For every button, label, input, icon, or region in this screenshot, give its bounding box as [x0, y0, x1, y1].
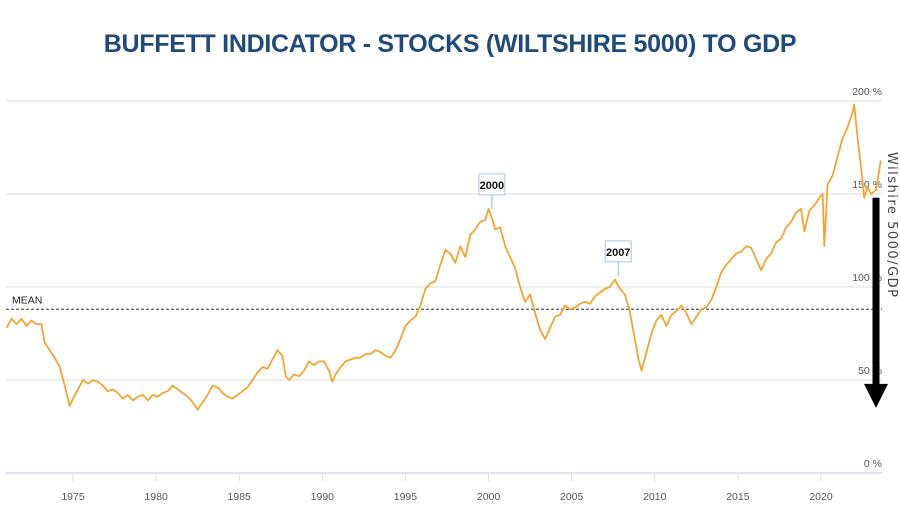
y-tick-label: 0 % [864, 458, 882, 470]
y-tick-label: 200 % [852, 86, 882, 98]
mean-label: MEAN [12, 294, 42, 306]
annotation-box [604, 240, 632, 263]
x-tick-label: 1985 [228, 491, 252, 503]
annotation: 2000 [478, 173, 506, 209]
annotation-box [478, 173, 506, 196]
annotation-label: 2000 [480, 180, 504, 192]
chart-title: BUFFETT INDICATOR - STOCKS (WILTSHIRE 50… [103, 30, 797, 58]
annotation-label: 2007 [606, 247, 630, 259]
y-axis-title: Wilshire 5000/GDP [884, 152, 899, 299]
x-axis: 1975 1980 1985 1990 1995 2000 2005 2010 2015 2020 [61, 473, 833, 503]
x-tick-label: 2020 [809, 491, 833, 503]
grid-lines [6, 100, 882, 474]
mean-line-group: MEAN [6, 294, 882, 310]
arrow-head [864, 383, 888, 408]
arrow-group [864, 197, 888, 408]
x-tick-label: 2000 [477, 491, 501, 503]
x-tick-label: 2015 [726, 491, 750, 503]
arrow-shaft [872, 197, 880, 386]
y-tick-label: 150 % [852, 179, 882, 191]
x-tick-label: 1995 [394, 491, 418, 503]
x-tick-label: 1975 [61, 491, 85, 503]
annotation: 2007 [604, 240, 632, 276]
x-tick-label: 2005 [560, 491, 584, 503]
x-tick-label: 2010 [643, 491, 667, 503]
series-group [5, 103, 882, 411]
series-line [5, 103, 882, 411]
annotations: 2000 2007 [478, 173, 632, 276]
x-tick-label: 1990 [311, 491, 335, 503]
x-tick-label: 1980 [144, 491, 168, 503]
